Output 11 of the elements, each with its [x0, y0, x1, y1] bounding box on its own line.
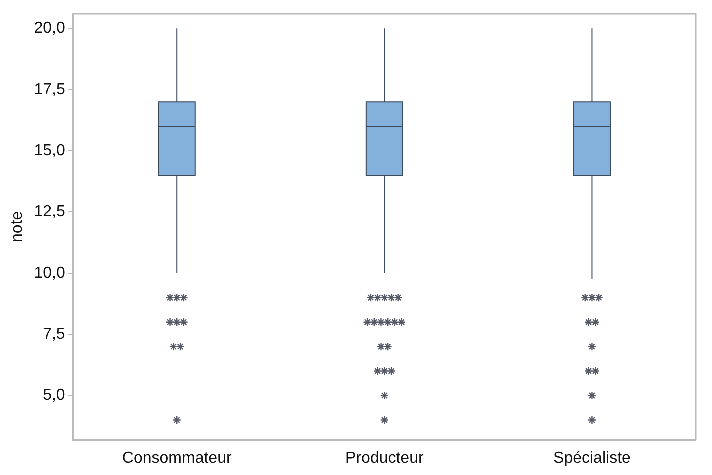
y-tick-label: 12,5	[34, 204, 66, 221]
y-tick-label: 10,0	[34, 264, 66, 282]
y-tick-label: 17,5	[34, 81, 66, 98]
x-tick-label: Producteur	[346, 450, 424, 467]
x-tick-label: Spécialiste	[554, 450, 632, 467]
y-tick-label: 5,0	[43, 387, 66, 404]
x-tick-label: Consommateur	[122, 450, 232, 467]
y-tick-label: 7,5	[43, 326, 66, 343]
y-tick-label: 15,0	[34, 142, 66, 160]
y-axis-title: note	[9, 211, 26, 242]
y-tick-label: 20,0	[34, 20, 66, 38]
